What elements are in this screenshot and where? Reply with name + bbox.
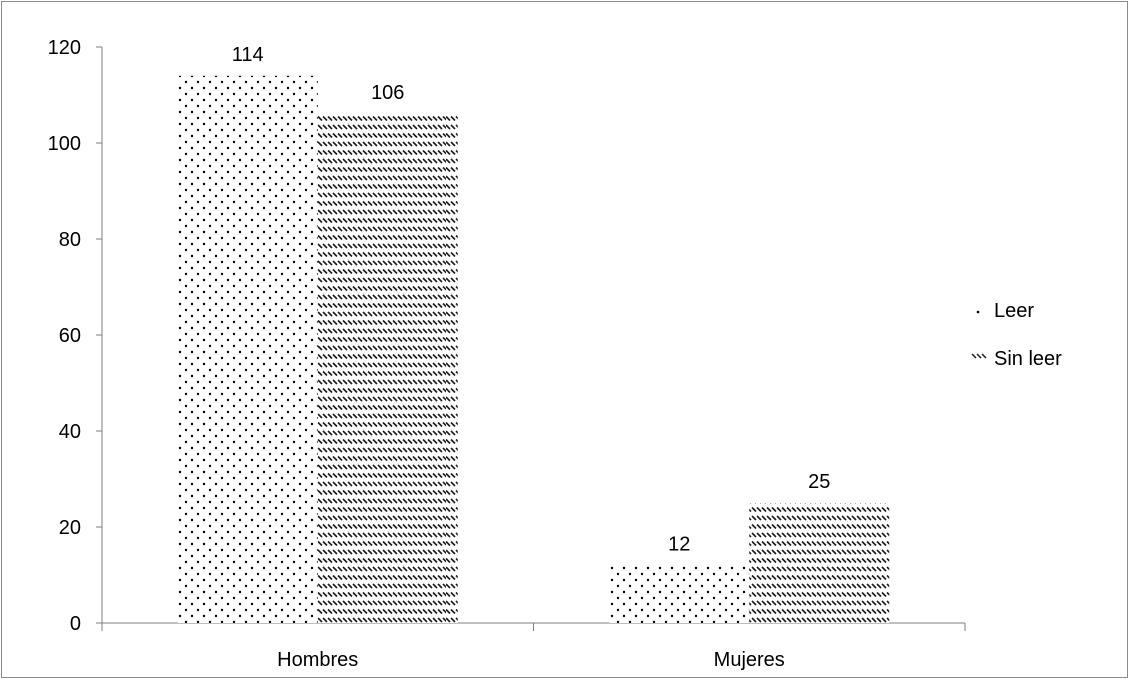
bar-sin-leer-hombres (317, 114, 458, 623)
bar-sin-leer-mujeres (749, 503, 890, 623)
x-tick-label: Mujeres (714, 649, 785, 671)
y-tick-label: 20 (59, 517, 81, 539)
data-label: 114 (232, 44, 264, 66)
data-labels: 114 106 12 25 (232, 44, 831, 556)
y-tick-label: 0 (70, 613, 81, 635)
legend-label: Sin leer (994, 348, 1062, 370)
legend-hatch-stroke (971, 353, 977, 359)
legend-swatch-leer (976, 310, 980, 314)
legend-label: Leer (994, 300, 1034, 322)
legend-hatch-stroke (981, 353, 987, 359)
y-tick-label: 60 (59, 325, 81, 347)
x-axis: Hombres Mujeres (96, 622, 966, 671)
y-tick-label: 40 (59, 421, 81, 443)
x-tick-label: Hombres (277, 649, 358, 671)
bar-leer-hombres (177, 75, 318, 624)
bars (177, 75, 890, 624)
data-label: 106 (371, 82, 404, 104)
y-tick-label: 80 (59, 229, 81, 251)
y-tick-label: 120 (48, 37, 81, 59)
y-axis: 0 20 40 60 80 100 120 (48, 37, 103, 635)
data-label: 12 (668, 533, 690, 555)
legend-hatch-stroke (976, 353, 982, 359)
legend-swatch-sin-leer (971, 353, 987, 359)
y-tick-label: 100 (48, 133, 81, 155)
bar-leer-mujeres (609, 565, 750, 623)
legend: Leer Sin leer (971, 300, 1062, 370)
data-label: 25 (808, 471, 830, 493)
